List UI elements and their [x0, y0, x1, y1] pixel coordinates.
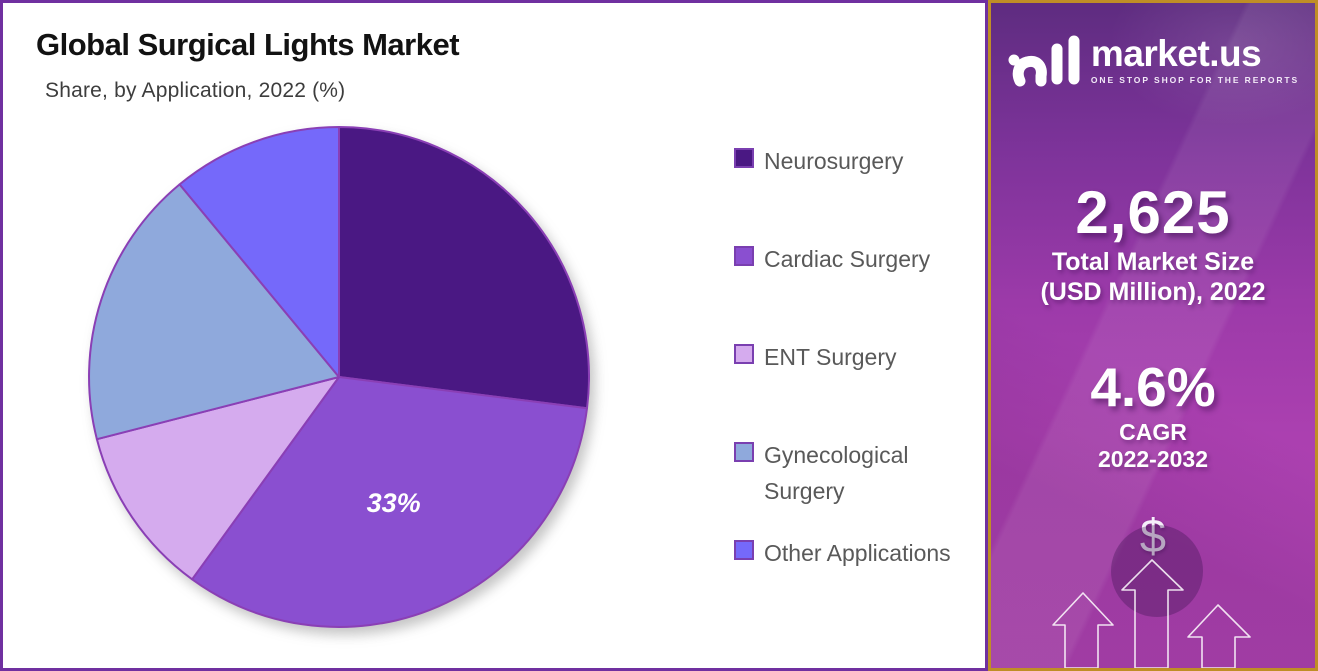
up-arrow-icon [1187, 604, 1251, 668]
pie-slice [338, 126, 590, 410]
legend-swatch [734, 540, 754, 560]
legend: Neurosurgery Cardiac Surgery ENT Surgery Gy… [734, 144, 952, 634]
cagr-period: 2022-2032 [1098, 446, 1208, 473]
cagr-value: 4.6% [1090, 356, 1216, 418]
up-arrow-icon [1052, 592, 1114, 668]
brand-sidebar: market.us ONE STOP SHOP FOR THE REPORTS … [988, 0, 1318, 671]
legend-item: ENT Surgery [734, 340, 952, 438]
legend-label: Other Applications [764, 540, 951, 566]
legend-swatch [734, 148, 754, 168]
pie-slice [191, 376, 588, 628]
pie-data-label: 33% [367, 488, 421, 518]
up-arrow-icon [1121, 559, 1184, 668]
chart-title: Global Surgical Lights Market [36, 27, 460, 62]
legend-swatch [734, 344, 754, 364]
dollar-icon: $ [991, 508, 1315, 563]
marketus-logo-icon [1008, 35, 1080, 87]
legend-label: Cardiac Surgery [764, 246, 931, 272]
market-size-value: 2,625 [1075, 179, 1231, 246]
legend-swatch [734, 246, 754, 266]
chart-panel: Global Surgical Lights Market Share, by … [0, 0, 988, 671]
legend-label: Neurosurgery [764, 148, 904, 174]
legend-swatch [734, 442, 754, 462]
legend-label: Gynecological Surgery [764, 442, 909, 504]
legend-item: Other Applications [734, 536, 952, 634]
legend-item: Neurosurgery [734, 144, 952, 242]
chart-subtitle: Share, by Application, 2022 (%) [45, 79, 346, 102]
pie-chart: 33% [88, 126, 590, 628]
market-size-label-line2: (USD Million), 2022 [1040, 278, 1266, 306]
brand-name: market.us [1090, 33, 1262, 74]
pie-slice [88, 183, 340, 441]
legend-label: ENT Surgery [764, 344, 897, 370]
cagr-metric: 4.6% CAGR 2022-2032 [991, 355, 1315, 473]
market-size-metric: 2,625 Total Market Size (USD Million), 2… [991, 178, 1315, 307]
market-size-label-line1: Total Market Size [1051, 248, 1255, 276]
pie-slice [178, 126, 340, 378]
legend-item: Cardiac Surgery [734, 242, 952, 340]
pie-slice [95, 376, 340, 581]
brand-tagline: ONE STOP SHOP FOR THE REPORTS [1090, 75, 1300, 85]
brand-logo: market.us ONE STOP SHOP FOR THE REPORTS [991, 29, 1315, 91]
brand-wordmark: market.us ONE STOP SHOP FOR THE REPORTS [1091, 35, 1299, 85]
legend-item: Gynecological Surgery [734, 438, 952, 536]
cagr-label: CAGR [1119, 419, 1187, 445]
growth-arrows-graphic [1052, 525, 1251, 668]
